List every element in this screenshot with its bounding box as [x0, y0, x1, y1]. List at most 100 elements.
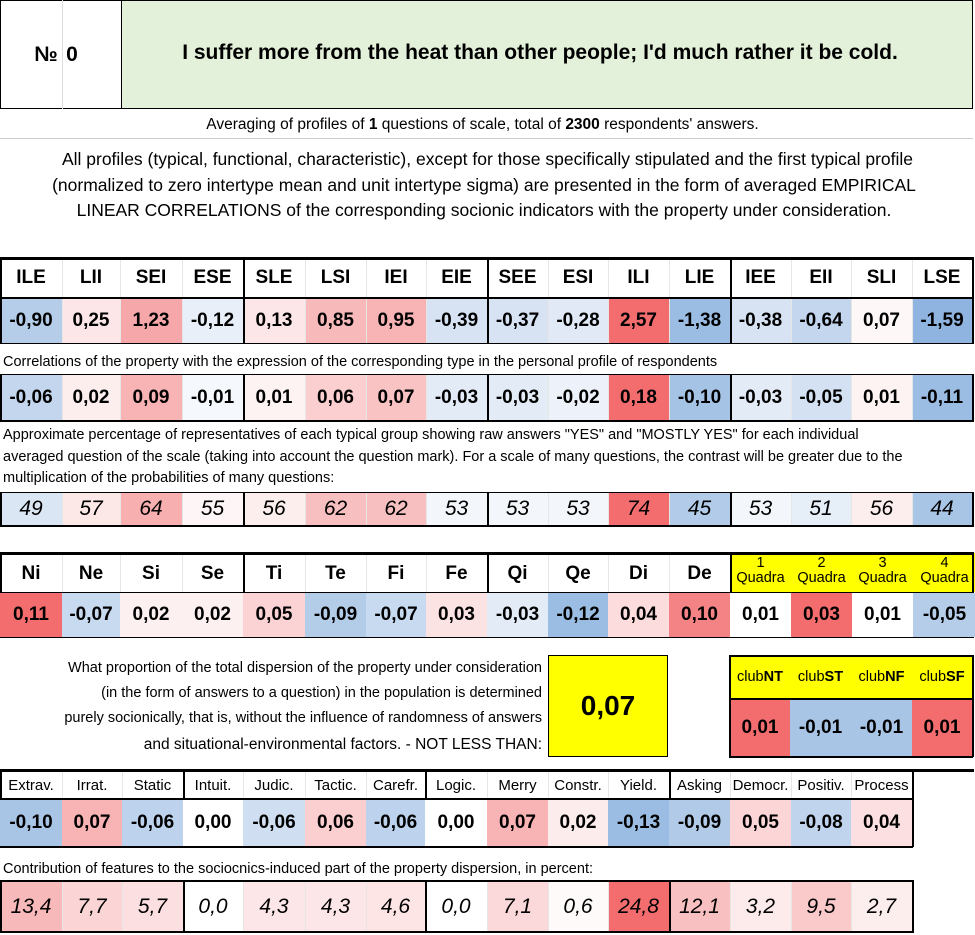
function-value-9: -0,12: [548, 593, 608, 637]
trait-header-0: Extrav.: [8, 776, 54, 794]
cell-divider: [366, 882, 367, 932]
border: [0, 374, 974, 376]
type-header-3: ESE: [182, 258, 243, 298]
percent-label-3: multiplication of the probabilities of m…: [3, 470, 335, 486]
trait-header-10: Yield.: [620, 776, 657, 794]
quadra-word: Quadra: [920, 570, 969, 586]
border: [0, 525, 974, 527]
border: [0, 342, 974, 344]
intro-line-1: All profiles (typical, functional, chara…: [61, 148, 914, 169]
trait-contribution-1: 7,7: [62, 882, 122, 932]
club-value-2: -0,01: [851, 699, 912, 757]
type-profile-12: -0,38: [730, 299, 791, 343]
cell-divider: [608, 493, 609, 525]
border: [0, 636, 974, 638]
group-divider: [730, 258, 732, 298]
group-divider: [243, 299, 245, 343]
club-value-0: 0,01: [730, 699, 790, 757]
group-divider: [0, 375, 2, 420]
function-header-8: Qi: [507, 562, 528, 584]
cell-divider: [426, 375, 427, 420]
border: [729, 756, 973, 758]
type-percent-10: 74: [608, 493, 669, 525]
type-percent-11: 45: [669, 493, 730, 525]
type-percent-1: 57: [62, 493, 120, 525]
cell-divider: [608, 375, 609, 420]
type-correlation-7: -0,03: [426, 375, 487, 420]
dispersion-line-1: What proportion of the total dispersion …: [68, 660, 542, 676]
trait-value-1: 0,07: [62, 800, 122, 846]
function-value-7: 0,03: [426, 593, 487, 637]
type-profile-15: -1,59: [912, 299, 972, 343]
divider: [62, 0, 63, 109]
intro-line-3: LINEAR CORRELATIONS of the corresponding…: [76, 199, 892, 220]
trait-header-9: Constr.: [554, 776, 602, 794]
dispersion-line-4: and situational-environmental factors. -…: [143, 736, 542, 753]
border: [0, 420, 974, 422]
cell-divider: [305, 258, 306, 298]
type-correlation-8: -0,03: [487, 375, 548, 420]
cell-divider: [366, 258, 367, 298]
cell-divider: [791, 375, 792, 420]
border: [0, 798, 913, 800]
type-profile-2: 1,23: [120, 299, 182, 343]
club-header-2: club NF: [851, 656, 912, 698]
trait-contribution-6: 4,6: [366, 882, 425, 932]
type-percent-3: 55: [182, 493, 243, 525]
border: [729, 655, 731, 757]
cell-divider: [366, 493, 367, 525]
group-divider: [912, 770, 914, 847]
club-header-3: club SF: [912, 656, 972, 698]
quadra-header-3: 3 Quadra: [852, 553, 913, 592]
trait-contribution-4: 4,3: [243, 882, 305, 932]
cell-divider: [120, 375, 121, 420]
border: [0, 297, 974, 300]
cell-divider: [548, 258, 549, 298]
cell-divider: [548, 375, 549, 420]
trait-value-3: 0,00: [183, 800, 243, 846]
function-header-4: Ti: [265, 562, 283, 584]
trait-contribution-12: 3,2: [730, 882, 791, 932]
cell-divider: [912, 258, 913, 298]
cell-divider: [62, 375, 63, 420]
border: [0, 492, 974, 494]
trait-header-4: Judic.: [254, 776, 294, 794]
quadra-header-1: 1 Quadra: [730, 553, 791, 592]
quadra-header-4: 4 Quadra: [913, 553, 975, 592]
group-divider: [972, 258, 974, 298]
cell-divider: [730, 882, 731, 932]
trait-value-5: 0,06: [305, 800, 366, 846]
group-divider: [972, 493, 974, 525]
club-name: ST: [824, 669, 844, 685]
cell-divider: [120, 299, 121, 343]
type-header-5: LSI: [305, 258, 366, 298]
cell-divider: [366, 375, 367, 420]
trait-header-8: Merry: [498, 776, 537, 794]
intro-line-2: (normalized to zero intertype mean and u…: [52, 174, 916, 195]
trait-contribution-8: 7,1: [487, 882, 548, 932]
type-correlation-15: -0,11: [912, 375, 972, 420]
averaging-questions: 1: [368, 116, 378, 133]
type-correlation-11: -0,10: [669, 375, 730, 420]
cell-divider: [912, 299, 913, 343]
type-percent-6: 62: [366, 493, 426, 525]
quadra-value-1: 0,01: [730, 593, 791, 637]
trait-header-12: Democr.: [732, 776, 789, 794]
quadra-word: Quadra: [858, 570, 907, 586]
group-divider: [487, 375, 489, 420]
type-correlation-10: 0,18: [608, 375, 669, 420]
border: [0, 257, 974, 260]
group-divider: [243, 375, 245, 420]
cell-divider: [182, 299, 183, 343]
function-value-0: 0,11: [0, 593, 62, 637]
type-percent-12: 53: [730, 493, 791, 525]
header-box: [0, 0, 973, 109]
question-text: I suffer more from the heat than other p…: [182, 41, 898, 64]
club-name: NT: [763, 669, 783, 685]
cell-divider: [791, 882, 792, 932]
function-value-1: -0,07: [62, 593, 120, 637]
type-profile-8: -0,37: [487, 299, 548, 343]
cell-divider: [122, 882, 123, 932]
trait-header-6: Carefr.: [372, 776, 418, 794]
cell-divider: [120, 493, 121, 525]
